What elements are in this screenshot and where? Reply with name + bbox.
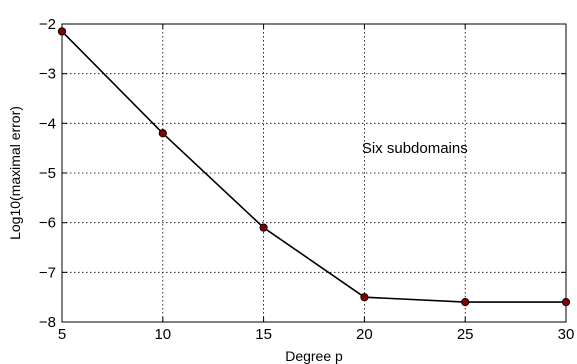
data-point [561,298,571,307]
data-point [360,293,369,302]
data-point [259,223,268,232]
y-tick-label: −5 [39,165,56,182]
y-axis-label: Log10(maximal error) [7,106,23,240]
data-point [158,129,167,138]
x-axis-label: Degree p [285,348,343,364]
data-point [57,27,67,36]
y-tick-label: −8 [39,314,56,331]
x-tick-label: 25 [457,326,474,343]
x-tick-label: 15 [255,326,272,343]
grid [61,23,567,323]
data-point [461,298,470,307]
y-tick-label: −3 [39,66,56,83]
axis-ticks: 5 10 15 20 25 30 −8 −7 −6 −5 −4 −3 −2 [39,16,574,343]
y-tick-label: −2 [39,16,56,33]
x-tick-label: 10 [154,326,171,343]
x-tick-label: 5 [58,326,66,343]
x-tick-label: 30 [558,326,575,343]
annotation-label: Six subdomains [362,140,468,157]
series-line [61,30,566,303]
y-tick-label: −6 [39,215,56,232]
y-tick-label: −7 [39,264,56,281]
y-tick-label: −4 [39,115,56,132]
series-layer [57,27,571,307]
x-tick-label: 20 [356,326,373,343]
